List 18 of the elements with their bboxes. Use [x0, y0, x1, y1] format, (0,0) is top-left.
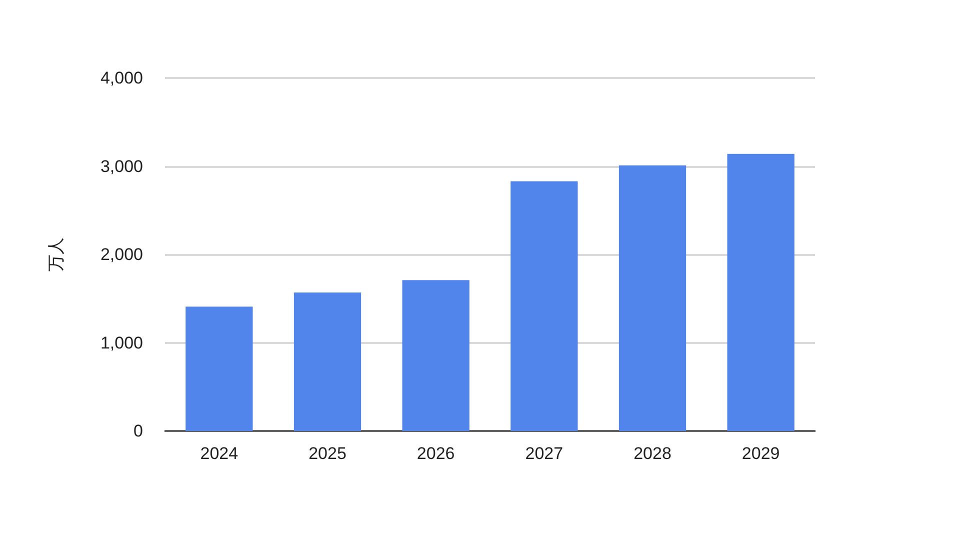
y-tick-label: 1,000	[100, 333, 143, 352]
y-tick-label: 0	[134, 422, 143, 440]
x-tick-label: 2024	[200, 444, 238, 463]
bar	[618, 165, 686, 431]
x-tick-label: 2029	[742, 444, 780, 463]
x-tick-label: 2026	[416, 444, 455, 463]
bar	[186, 306, 253, 431]
bar	[727, 154, 794, 431]
y-tick-label: 2,000	[100, 245, 143, 264]
bar	[294, 292, 362, 431]
x-tick-label: 2025	[308, 444, 346, 463]
bar	[510, 181, 578, 431]
y-tick-label: 4,000	[100, 68, 143, 88]
y-tick-label: 3,000	[100, 156, 143, 176]
bar	[402, 280, 470, 431]
y-axis-title: 万人	[46, 238, 66, 272]
x-tick-label: 2027	[525, 444, 564, 463]
x-tick-label: 2028	[634, 444, 672, 463]
